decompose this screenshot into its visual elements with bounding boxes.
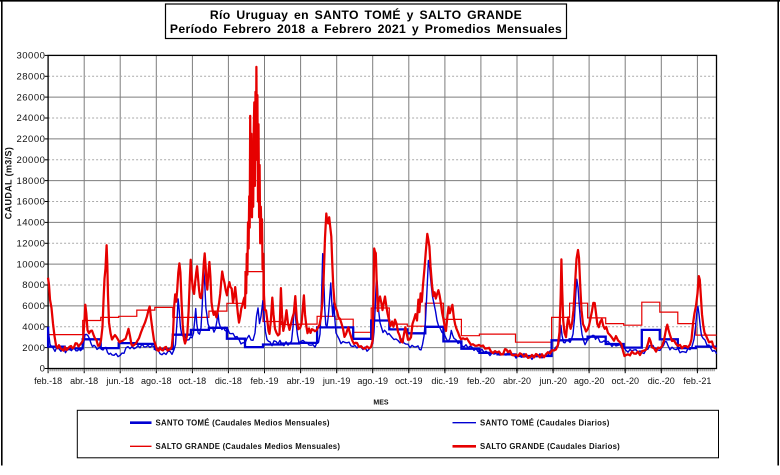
svg-text:10000: 10000 [16, 259, 45, 270]
svg-text:SALTO GRANDE (Caudales Diarios: SALTO GRANDE (Caudales Diarios) [480, 442, 620, 451]
svg-text:abr.-19: abr.-19 [287, 376, 315, 386]
svg-text:oct.-18: oct.-18 [179, 376, 207, 386]
svg-text:jun.-20: jun.-20 [538, 376, 567, 386]
svg-text:18000: 18000 [16, 176, 45, 187]
svg-text:feb.-18: feb.-18 [34, 376, 62, 386]
svg-text:14000: 14000 [16, 218, 45, 229]
svg-text:28000: 28000 [16, 72, 45, 83]
svg-text:4000: 4000 [22, 322, 45, 333]
svg-text:Río Uruguay en SANTO TOMÉ y SA: Río Uruguay en SANTO TOMÉ y SALTO GRANDE [210, 7, 522, 22]
svg-text:SANTO TOMÉ (Caudales Diarios): SANTO TOMÉ (Caudales Diarios) [480, 418, 610, 427]
svg-text:dic.-20: dic.-20 [648, 376, 675, 386]
svg-text:abr.-18: abr.-18 [70, 376, 98, 386]
svg-text:Período Febrero 2018 a Febrero: Período Febrero 2018 a Febrero 2021 y Pr… [170, 22, 562, 36]
svg-text:26000: 26000 [16, 92, 45, 103]
svg-text:feb.-19: feb.-19 [250, 376, 278, 386]
svg-text:abr.-20: abr.-20 [503, 376, 531, 386]
svg-text:oct.-19: oct.-19 [395, 376, 423, 386]
svg-text:dic.-19: dic.-19 [431, 376, 458, 386]
svg-text:24000: 24000 [16, 113, 45, 124]
svg-text:dic.-18: dic.-18 [215, 376, 242, 386]
svg-text:SANTO TOMÉ (Caudales Medios Me: SANTO TOMÉ (Caudales Medios Mensuales) [156, 418, 330, 427]
svg-text:MES: MES [373, 400, 389, 407]
svg-text:12000: 12000 [16, 239, 45, 250]
svg-text:oct.-20: oct.-20 [611, 376, 639, 386]
svg-text:30000: 30000 [16, 51, 45, 62]
svg-text:0: 0 [40, 364, 46, 375]
svg-text:20000: 20000 [16, 155, 45, 166]
svg-text:16000: 16000 [16, 197, 45, 208]
svg-text:ago.-19: ago.-19 [357, 376, 388, 386]
svg-text:6000: 6000 [22, 301, 45, 312]
svg-text:jun.-18: jun.-18 [105, 376, 134, 386]
svg-text:feb.-20: feb.-20 [467, 376, 495, 386]
svg-text:8000: 8000 [22, 280, 45, 291]
svg-text:22000: 22000 [16, 134, 45, 145]
svg-text:ago.-20: ago.-20 [574, 376, 605, 386]
svg-text:SALTO GRANDE (Caudales Medios: SALTO GRANDE (Caudales Medios Mensuales) [156, 442, 341, 451]
svg-text:CAUDAL (m3/S): CAUDAL (m3/S) [4, 147, 14, 219]
svg-text:ago.-18: ago.-18 [141, 376, 172, 386]
svg-text:2000: 2000 [22, 343, 45, 354]
svg-text:feb.-21: feb.-21 [683, 376, 711, 386]
svg-text:jun.-19: jun.-19 [322, 376, 351, 386]
